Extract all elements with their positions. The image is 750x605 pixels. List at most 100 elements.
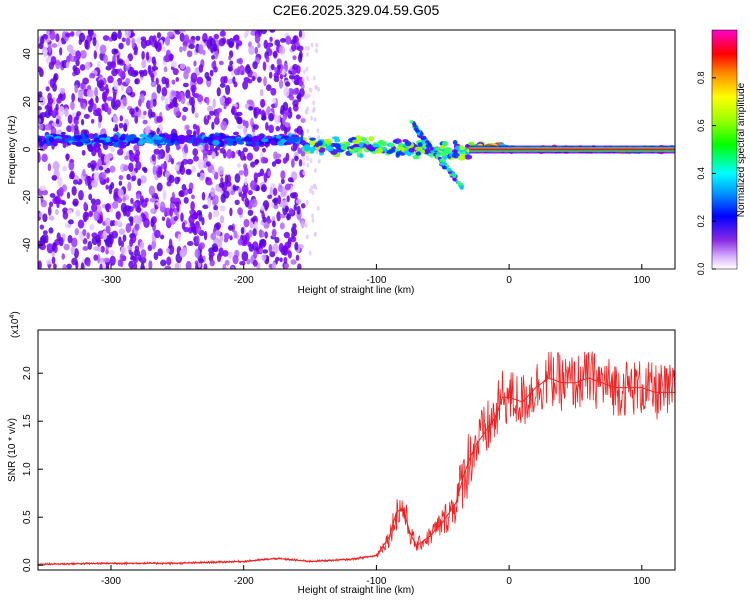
spectrogram-noise-mark bbox=[141, 50, 145, 60]
spectrogram-noise-mark bbox=[313, 168, 317, 173]
spectrogram-noise-mark bbox=[105, 265, 110, 269]
spectrogram-noise-mark bbox=[201, 191, 206, 201]
spectrogram-noise-mark bbox=[39, 111, 47, 118]
spectrogram-noise-mark bbox=[272, 243, 279, 254]
spectrogram-noise-mark bbox=[300, 203, 306, 209]
spectrogram-noise-mark bbox=[49, 193, 56, 198]
spectrogram-noise-mark bbox=[276, 64, 282, 70]
spectrogram-noise-mark bbox=[229, 235, 233, 241]
spectrogram-noise-mark bbox=[123, 164, 129, 172]
spectrogram-noise-mark bbox=[120, 84, 125, 92]
spectrogram-noise-mark bbox=[114, 220, 118, 226]
spectrogram-noise-mark bbox=[223, 237, 229, 243]
spectrogram-signal-mark bbox=[119, 136, 126, 141]
spectrogram-noise-mark bbox=[98, 79, 105, 88]
snr-y-tick-label: 0.5 bbox=[22, 510, 33, 524]
spectrogram-y-tick-label: 40 bbox=[22, 48, 33, 60]
spectrogram-noise-mark bbox=[219, 30, 226, 37]
spectrogram-noise-mark bbox=[236, 116, 243, 125]
spectrogram-noise-mark bbox=[163, 160, 167, 171]
spectrogram-noise-mark bbox=[265, 121, 269, 131]
spectrogram-noise-mark bbox=[95, 95, 99, 104]
spectrogram-noise-mark bbox=[218, 182, 225, 188]
spectrogram-noise-mark bbox=[74, 228, 79, 236]
spectrogram-noise-mark bbox=[99, 263, 103, 269]
spectrogram-noise-mark bbox=[78, 190, 84, 201]
spectrogram-noise-mark bbox=[238, 57, 243, 65]
spectrogram-noise-mark bbox=[68, 160, 75, 171]
spectrogram-noise-mark bbox=[118, 122, 124, 129]
spectrogram-signal-mark bbox=[408, 147, 416, 153]
spectrogram-noise-mark bbox=[65, 153, 70, 162]
spectrogram-noise-mark bbox=[264, 231, 268, 239]
spectrogram-noise-mark bbox=[38, 42, 44, 50]
spectrogram-noise-mark bbox=[100, 153, 105, 164]
spectrogram-noise-mark bbox=[169, 207, 173, 218]
spectrogram-noise-mark bbox=[248, 45, 255, 55]
spectrogram-noise-mark bbox=[89, 72, 96, 79]
spectrogram-noise-mark bbox=[182, 82, 189, 88]
spectrogram-noise-mark bbox=[124, 155, 129, 160]
spectrogram-noise-mark bbox=[179, 165, 183, 173]
spectrogram-noise-mark bbox=[103, 257, 111, 263]
spectrogram-noise-mark bbox=[289, 95, 295, 101]
spectrogram-noise-mark bbox=[50, 55, 57, 65]
spectrogram-noise-mark bbox=[282, 101, 289, 111]
spectrogram-signal-mark bbox=[435, 153, 440, 158]
spectrogram-noise-mark bbox=[196, 94, 204, 103]
spectrogram-noise-mark bbox=[258, 248, 264, 254]
spectrogram-signal-mark bbox=[236, 138, 243, 145]
spectrogram-noise-mark bbox=[248, 106, 254, 111]
spectrogram-noise-mark bbox=[97, 246, 102, 252]
spectrogram-noise-mark bbox=[315, 48, 318, 53]
spectrogram-signal-mark bbox=[334, 138, 341, 143]
spectrogram-noise-mark bbox=[173, 215, 178, 222]
spectrogram-noise-mark bbox=[70, 246, 76, 255]
spectrogram-signal-mark bbox=[139, 133, 148, 138]
spectrogram-noise-mark bbox=[71, 93, 76, 103]
spectrogram-noise-mark bbox=[136, 37, 142, 45]
spectrogram-y-tick-label: 0 bbox=[22, 146, 33, 152]
spectrogram-signal-mark bbox=[442, 165, 447, 170]
spectrogram-noise-mark bbox=[237, 207, 243, 216]
spectrogram-noise-mark bbox=[125, 77, 131, 85]
spectrogram-noise-mark bbox=[306, 76, 310, 81]
spectrogram-noise-mark bbox=[117, 188, 124, 198]
spectrogram-noise-mark bbox=[310, 115, 314, 121]
spectrogram-noise-mark bbox=[224, 259, 230, 266]
snr-y-tick-label: 0.0 bbox=[22, 558, 33, 572]
spectrogram-noise-mark bbox=[114, 99, 121, 108]
spectrogram-noise-mark bbox=[168, 54, 174, 60]
spectrogram-noise-mark bbox=[267, 170, 272, 177]
spectrogram-noise-mark bbox=[302, 77, 305, 83]
spectrogram-noise-mark bbox=[298, 53, 303, 63]
spectrogram-noise-mark bbox=[73, 67, 81, 76]
spectrogram-noise-mark bbox=[296, 125, 303, 136]
spectrogram-noise-mark bbox=[286, 212, 290, 221]
spectrogram-noise-mark bbox=[306, 162, 310, 168]
spectrogram-noise-mark bbox=[204, 143, 209, 152]
spectrogram-noise-mark bbox=[105, 65, 112, 71]
spectrogram-noise-mark bbox=[285, 35, 292, 45]
spectrogram-noise-mark bbox=[296, 205, 301, 215]
spectrogram-noise-mark bbox=[78, 32, 86, 43]
spectrogram-noise-mark bbox=[80, 50, 87, 59]
spectrogram-noise-mark bbox=[196, 76, 204, 85]
spectrogram-noise-mark bbox=[82, 168, 86, 177]
spectrogram-noise-mark bbox=[41, 153, 48, 163]
spectrogram-noise-mark bbox=[105, 83, 109, 93]
spectrogram-noise-mark bbox=[264, 203, 268, 210]
spectrogram-noise-mark bbox=[174, 164, 180, 172]
spectrogram-noise-mark bbox=[262, 61, 267, 71]
spectrogram-noise-mark bbox=[99, 257, 105, 263]
spectrogram-noise-mark bbox=[48, 215, 55, 221]
spectrogram-noise-mark bbox=[95, 198, 101, 206]
spectrogram-noise-mark bbox=[257, 76, 262, 83]
snr-x-tick-label: -100 bbox=[366, 576, 386, 587]
spectrogram-signal-mark bbox=[381, 141, 388, 147]
spectrogram-noise-mark bbox=[220, 177, 224, 185]
spectrogram-signal-mark bbox=[452, 177, 457, 182]
spectrogram-noise-mark bbox=[257, 42, 261, 49]
spectrogram-noise-mark bbox=[271, 229, 277, 238]
spectrogram-noise-mark bbox=[102, 171, 107, 180]
